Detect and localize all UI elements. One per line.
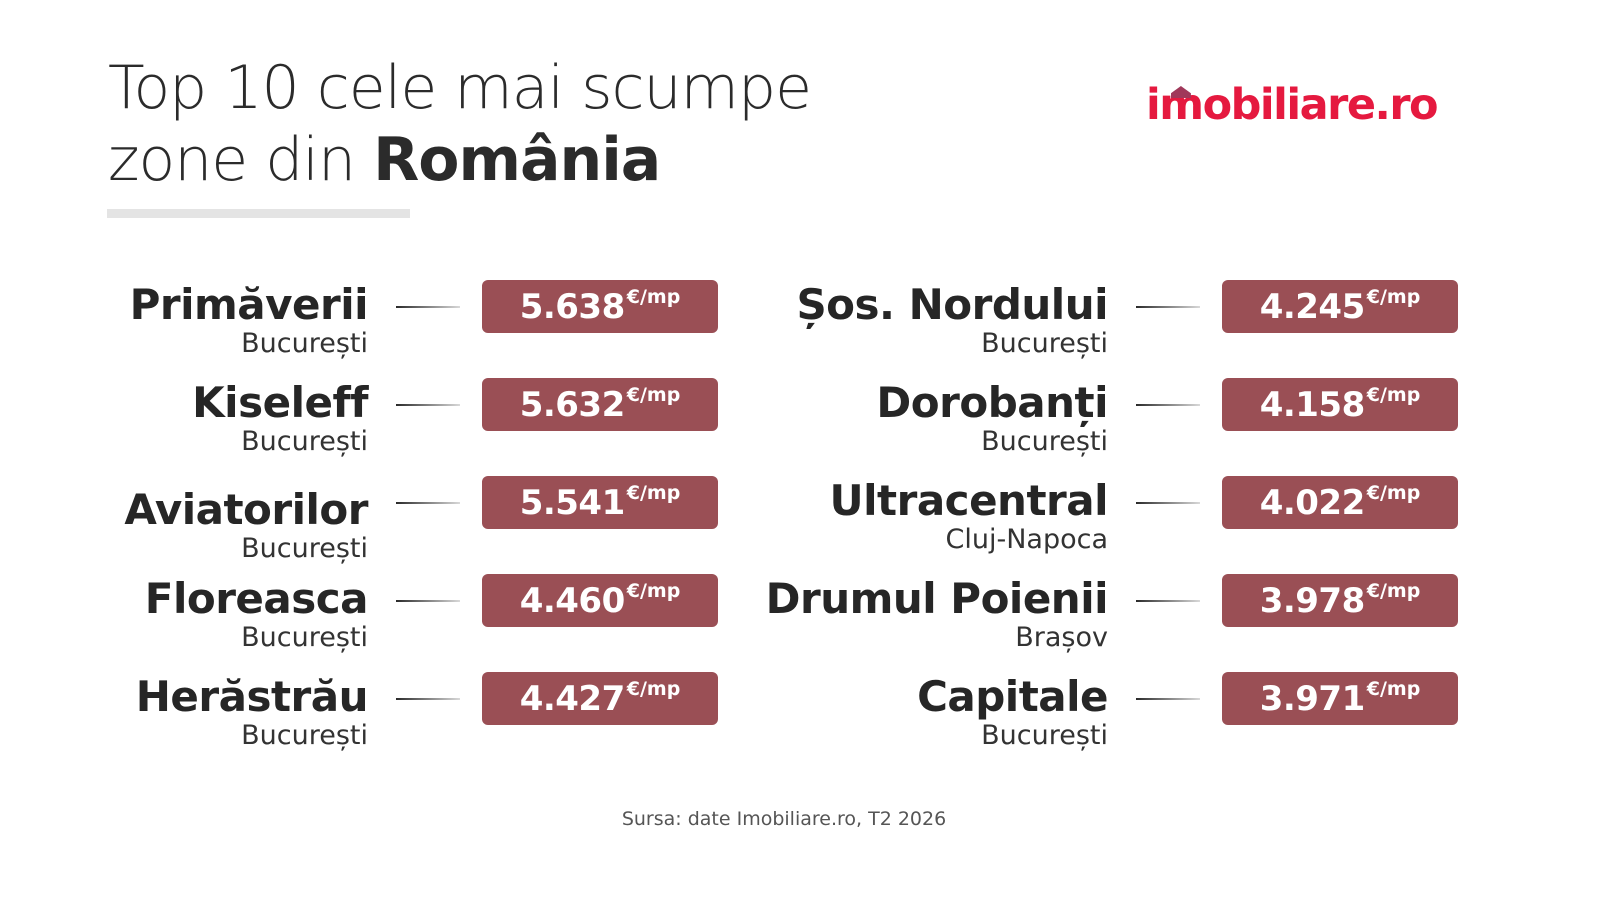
title-line-2-bold: România xyxy=(373,125,661,195)
price-unit: €/mp xyxy=(1366,285,1421,308)
price-badge: 4.245 €/mp xyxy=(1222,280,1458,333)
list-item-left-3: Aviatorilor București xyxy=(100,485,368,575)
list-item-left-2: Kiseleff București xyxy=(100,378,368,468)
price-value: 3.978 xyxy=(1259,580,1366,621)
connector-line xyxy=(396,698,460,700)
title-underline xyxy=(107,209,410,218)
zone-city: București xyxy=(981,426,1108,457)
list-item-left-5: Herăstrău București xyxy=(100,672,369,762)
list-item-left-1: Primăverii București xyxy=(100,280,369,370)
price-unit: €/mp xyxy=(626,481,681,504)
price-badge: 4.158 €/mp xyxy=(1222,378,1458,431)
price-value: 4.022 xyxy=(1259,482,1366,523)
zone-name: Aviatorilor xyxy=(124,485,368,534)
zone-city: București xyxy=(241,533,368,564)
price-unit: €/mp xyxy=(1366,481,1421,504)
price-badge: 3.971 €/mp xyxy=(1222,672,1458,725)
price-badge: 4.460 €/mp xyxy=(482,574,718,627)
price-value: 5.638 xyxy=(519,286,626,327)
connector-line xyxy=(396,502,460,504)
price-unit: €/mp xyxy=(626,579,681,602)
price-badge: 3.978 €/mp xyxy=(1222,574,1458,627)
connector-line xyxy=(396,404,460,406)
connector-line xyxy=(396,306,460,308)
zone-name: Primăverii xyxy=(129,280,369,329)
connector-line xyxy=(1136,404,1200,406)
price-value: 4.460 xyxy=(519,580,626,621)
price-unit: €/mp xyxy=(1366,677,1421,700)
price-unit: €/mp xyxy=(626,285,681,308)
connector-line xyxy=(1136,698,1200,700)
zone-city: București xyxy=(981,328,1108,359)
list-item-right-5: Capitale București xyxy=(740,672,1108,762)
zone-name: Drumul Poienii xyxy=(765,574,1109,623)
price-value: 4.158 xyxy=(1259,384,1366,425)
price-value: 5.632 xyxy=(519,384,626,425)
list-item-right-3: Ultracentral Cluj-Napoca xyxy=(740,476,1109,566)
zone-city: București xyxy=(981,720,1108,751)
zone-name: Herăstrău xyxy=(135,672,369,721)
price-unit: €/mp xyxy=(1366,383,1421,406)
zone-name: Capitale xyxy=(917,672,1108,721)
price-badge: 5.632 €/mp xyxy=(482,378,718,431)
price-badge: 4.427 €/mp xyxy=(482,672,718,725)
price-unit: €/mp xyxy=(626,383,681,406)
price-badge: 5.541 €/mp xyxy=(482,476,718,529)
zone-name: Ultracentral xyxy=(829,476,1109,525)
list-item-left-4: Floreasca București xyxy=(100,574,369,664)
zone-name: Floreasca xyxy=(144,574,369,623)
price-value: 3.971 xyxy=(1259,678,1366,719)
zone-name: Șos. Nordului xyxy=(796,280,1108,329)
zone-city: Cluj-Napoca xyxy=(945,524,1108,555)
price-value: 5.541 xyxy=(519,482,626,523)
zone-city: București xyxy=(241,426,368,457)
source-note: Sursa: date Imobiliare.ro, T2 2026 xyxy=(621,808,947,830)
zone-city: Brașov xyxy=(1015,622,1108,653)
page-title: Top 10 cele mai scumpe zone din România xyxy=(108,52,812,196)
price-unit: €/mp xyxy=(1366,579,1421,602)
zone-name: Dorobanți xyxy=(876,378,1108,427)
price-value: 4.427 xyxy=(519,678,626,719)
imobiliare-logo: i mobiliare.ro xyxy=(1146,80,1439,130)
price-badge: 5.638 €/mp xyxy=(482,280,718,333)
zone-name: Kiseleff xyxy=(192,378,368,427)
zone-city: București xyxy=(241,328,368,359)
zone-city: București xyxy=(241,622,368,653)
connector-line xyxy=(1136,502,1200,504)
list-item-right-4: Drumul Poienii Brașov xyxy=(740,574,1109,664)
price-badge: 4.022 €/mp xyxy=(1222,476,1458,529)
connector-line xyxy=(1136,600,1200,602)
title-line-2-regular: zone din xyxy=(108,125,374,195)
price-unit: €/mp xyxy=(626,677,681,700)
connector-line xyxy=(1136,306,1200,308)
title-line-1: Top 10 cele mai scumpe xyxy=(108,53,812,123)
zone-city: București xyxy=(241,720,368,751)
list-item-right-2: Dorobanți București xyxy=(740,378,1108,468)
price-value: 4.245 xyxy=(1259,286,1366,327)
list-item-right-1: Șos. Nordului București xyxy=(740,280,1108,370)
connector-line xyxy=(396,600,460,602)
